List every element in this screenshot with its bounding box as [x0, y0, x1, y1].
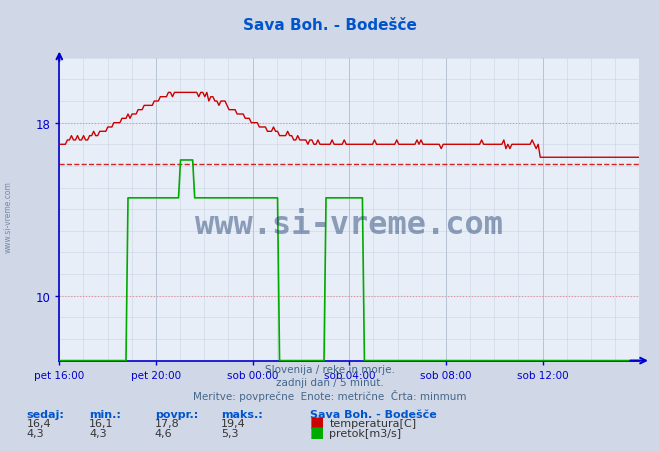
- Text: Meritve: povprečne  Enote: metrične  Črta: minmum: Meritve: povprečne Enote: metrične Črta:…: [192, 389, 467, 401]
- Text: 17,8: 17,8: [155, 418, 180, 428]
- Text: ■: ■: [310, 424, 324, 439]
- Text: maks.:: maks.:: [221, 409, 262, 419]
- Text: 16,1: 16,1: [89, 418, 113, 428]
- Text: www.si-vreme.com: www.si-vreme.com: [195, 209, 503, 240]
- Text: povpr.:: povpr.:: [155, 409, 198, 419]
- Text: ■: ■: [310, 414, 324, 429]
- Text: Slovenija / reke in morje.: Slovenija / reke in morje.: [264, 364, 395, 374]
- Text: 4,3: 4,3: [89, 428, 107, 438]
- Text: 4,3: 4,3: [26, 428, 44, 438]
- Text: Sava Boh. - Bodešče: Sava Boh. - Bodešče: [243, 18, 416, 33]
- Text: pretok[m3/s]: pretok[m3/s]: [330, 428, 401, 438]
- Text: temperatura[C]: temperatura[C]: [330, 418, 416, 428]
- Text: zadnji dan / 5 minut.: zadnji dan / 5 minut.: [275, 377, 384, 387]
- Text: 16,4: 16,4: [26, 418, 51, 428]
- Text: 19,4: 19,4: [221, 418, 246, 428]
- Text: Sava Boh. - Bodešče: Sava Boh. - Bodešče: [310, 409, 436, 419]
- Text: sedaj:: sedaj:: [26, 409, 64, 419]
- Text: www.si-vreme.com: www.si-vreme.com: [3, 180, 13, 253]
- Text: 5,3: 5,3: [221, 428, 239, 438]
- Text: min.:: min.:: [89, 409, 121, 419]
- Text: 4,6: 4,6: [155, 428, 173, 438]
